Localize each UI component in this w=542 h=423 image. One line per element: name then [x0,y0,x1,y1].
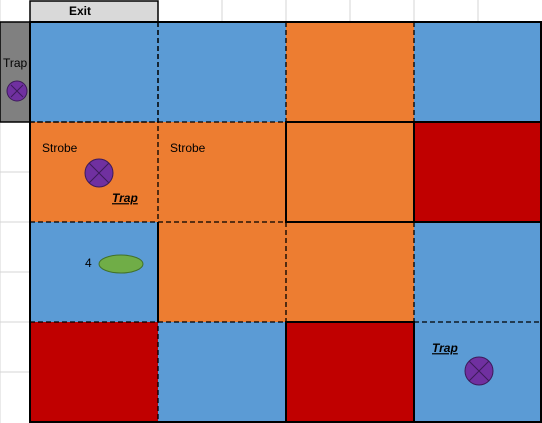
trap-label: Trap [112,191,138,205]
exit-label: Exit [69,4,91,18]
count-label: 4 [85,256,92,270]
strobe-label: Strobe [42,141,78,155]
trap-label: Trap [432,341,458,355]
room-borders [29,21,542,423]
exit-cell [29,0,159,23]
trap-cell [0,21,31,123]
trap-icon [464,356,494,386]
trap-icon [6,80,28,102]
trap-label: Trap [3,56,28,70]
strobe-label: Strobe [170,141,206,155]
green-token [98,254,144,274]
sheet-grid [0,0,479,423]
trap-icon [84,158,114,188]
